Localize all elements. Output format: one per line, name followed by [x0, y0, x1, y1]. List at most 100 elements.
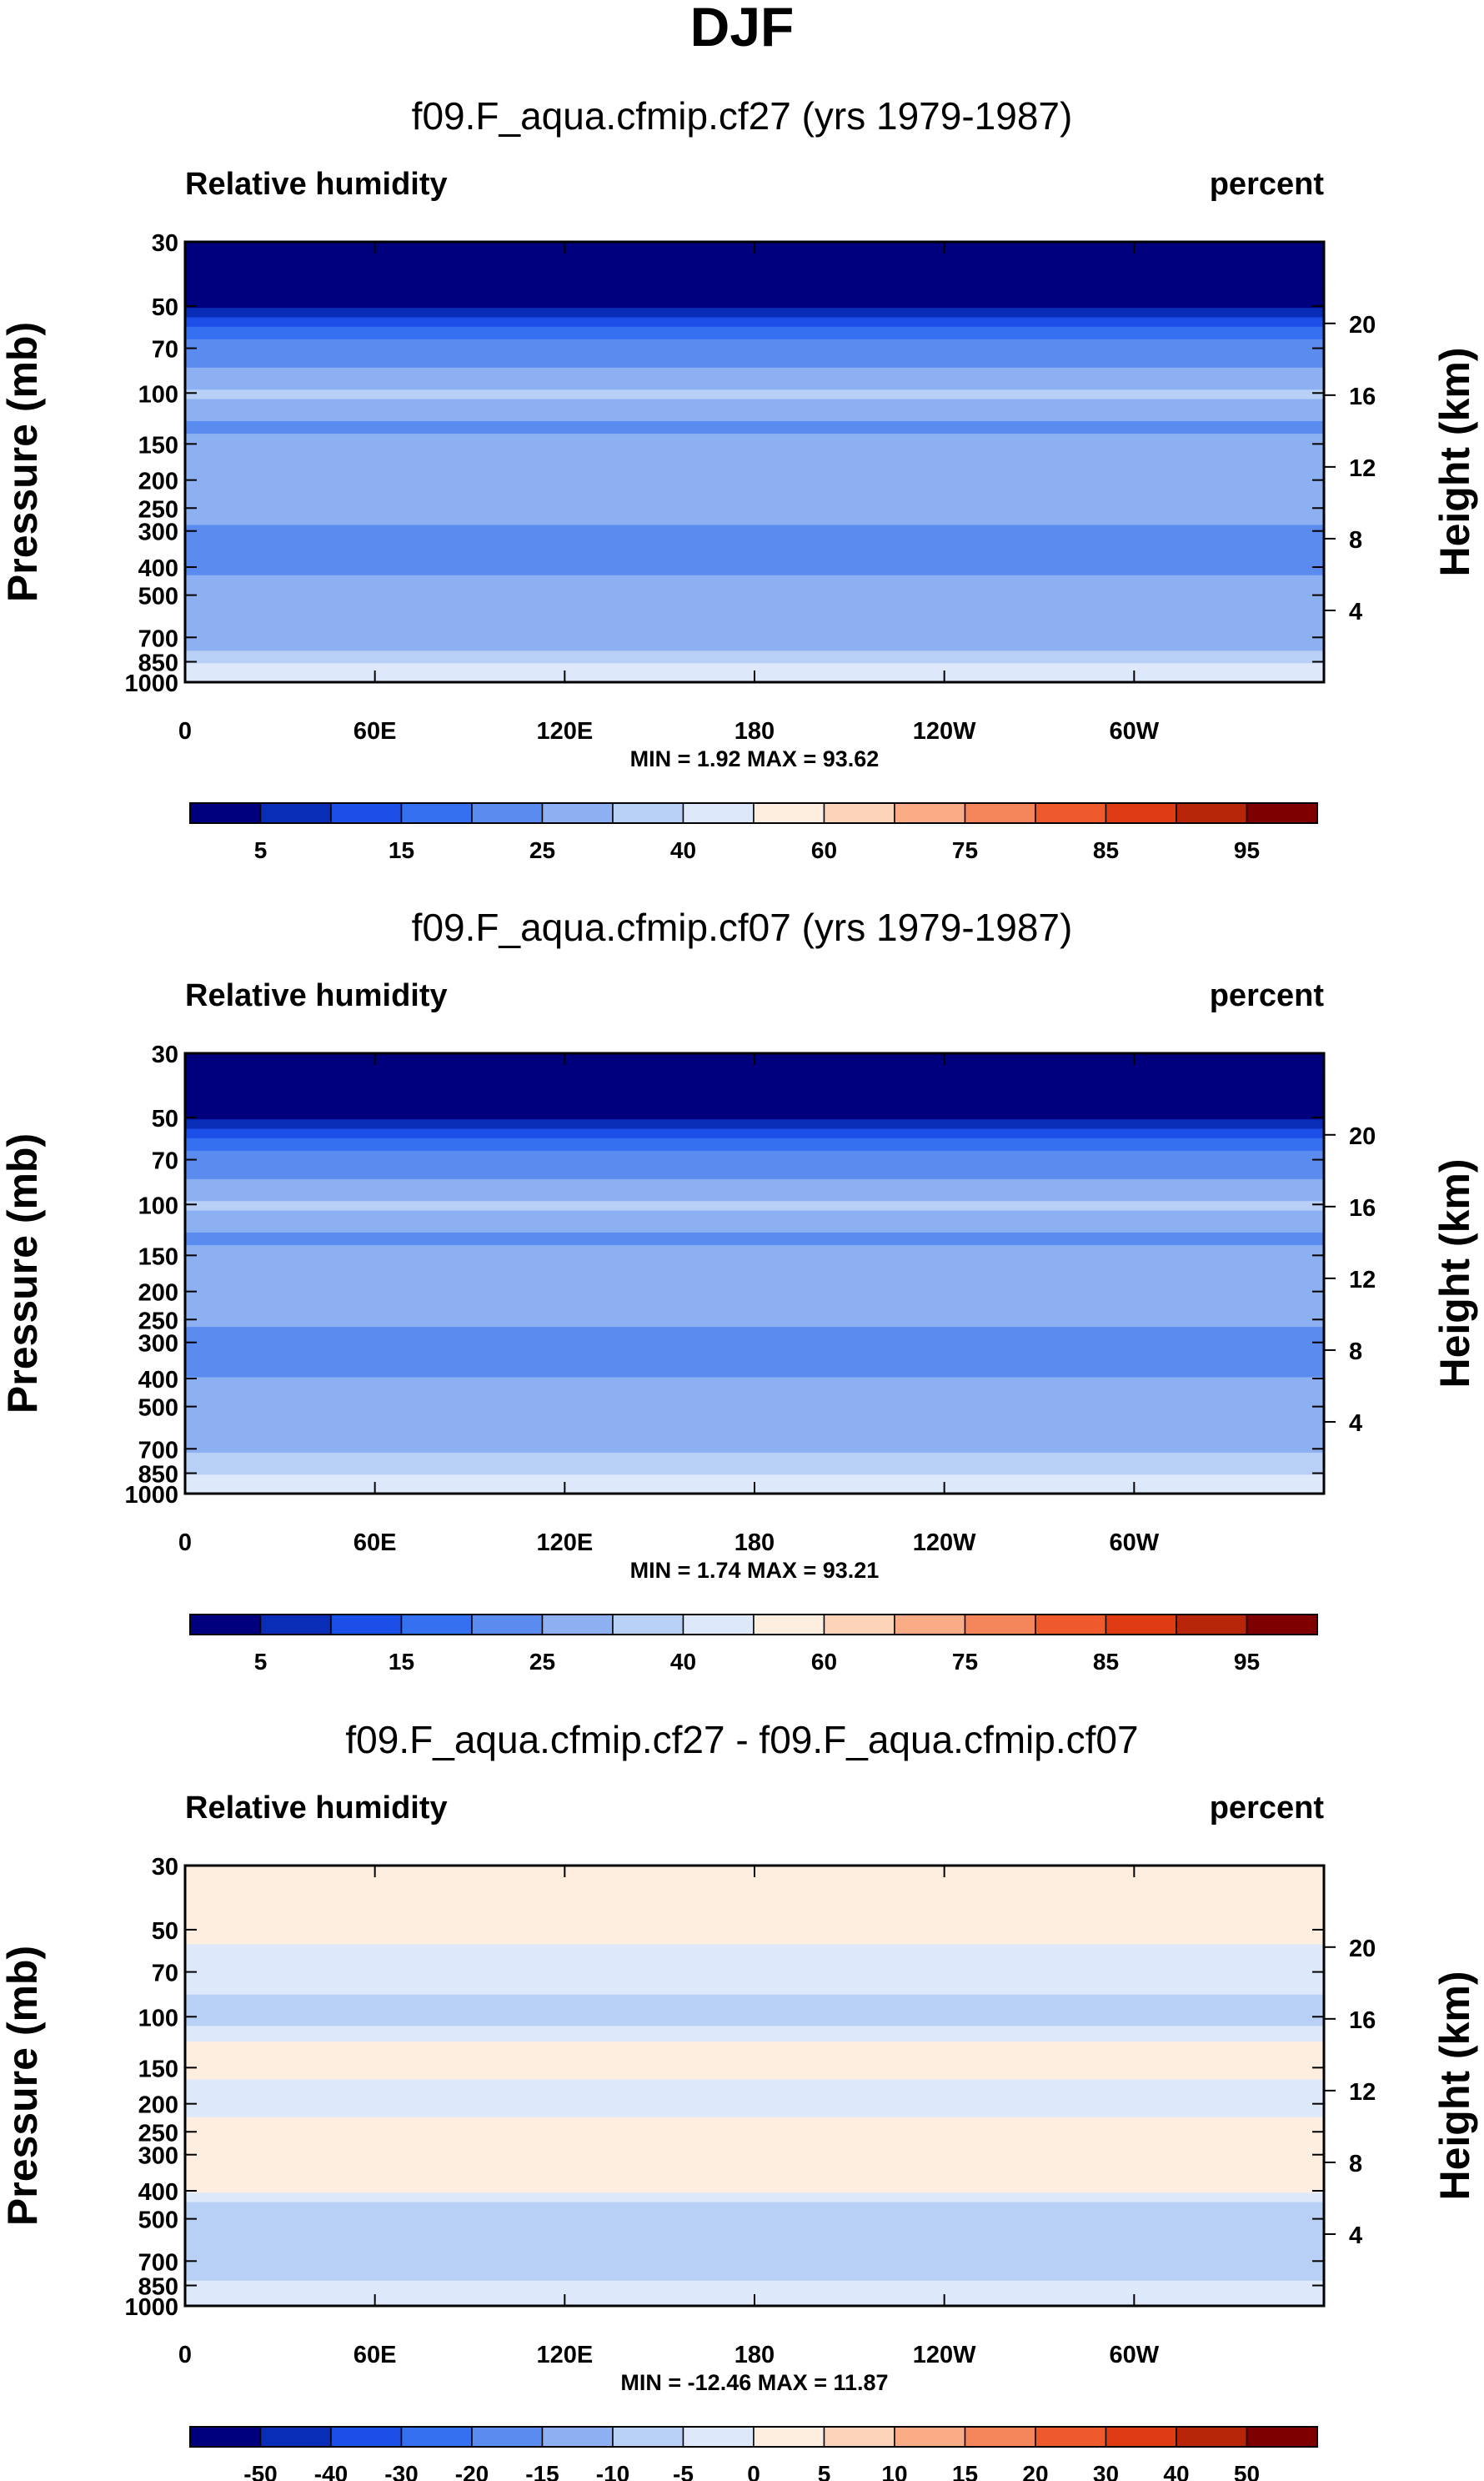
- field-band: [185, 2280, 1324, 2285]
- field-band: [185, 615, 1324, 620]
- field-band: [185, 393, 1324, 397]
- field-band: [185, 2139, 1324, 2143]
- field-band: [185, 1235, 1324, 1240]
- field-band: [185, 370, 1324, 374]
- field-band: [185, 1198, 1324, 1202]
- field-band: [185, 434, 1324, 438]
- field-band: [185, 1157, 1324, 1161]
- field-band: [185, 1414, 1324, 1419]
- field-band: [185, 1474, 1324, 1479]
- field-band: [185, 1229, 1324, 1233]
- field-band: [185, 1100, 1324, 1104]
- field-band: [185, 2092, 1324, 2096]
- colorbar-tick-label: 5: [254, 837, 268, 863]
- colorbar-tick-label: 5: [818, 2461, 831, 2481]
- field-band: [185, 276, 1324, 280]
- pressure-tick-label: 70: [152, 337, 178, 364]
- field-band: [185, 565, 1324, 570]
- field-band: [185, 317, 1324, 321]
- field-band: [185, 446, 1324, 450]
- colorbar-swatch: [753, 1614, 825, 1635]
- colorbar-swatch: [964, 1614, 1036, 1635]
- field-band: [185, 1452, 1324, 1457]
- field-band: [185, 2208, 1324, 2212]
- field-band: [185, 1292, 1324, 1296]
- field-band: [185, 427, 1324, 431]
- field-band: [185, 254, 1324, 259]
- field-band: [185, 2082, 1324, 2087]
- lon-tick-label: 60W: [1110, 718, 1160, 745]
- field-band: [185, 452, 1324, 457]
- field-band: [185, 352, 1324, 356]
- field-band: [185, 1258, 1324, 1262]
- field-band: [185, 2079, 1324, 2083]
- field-band: [185, 326, 1324, 331]
- field-band: [185, 1934, 1324, 1939]
- field-band: [185, 1320, 1324, 1324]
- field-band: [185, 1298, 1324, 1303]
- field-band: [185, 2268, 1324, 2273]
- field-band: [185, 2070, 1324, 2074]
- field-band: [185, 2154, 1324, 2159]
- field-band: [185, 1210, 1324, 1214]
- field-band: [185, 1891, 1324, 1895]
- field-band: [185, 1066, 1324, 1070]
- field-band: [185, 546, 1324, 551]
- field-band: [185, 333, 1324, 337]
- field-band: [185, 1308, 1324, 1312]
- field-band: [185, 493, 1324, 498]
- colorbar-tick-label: 50: [1234, 2461, 1260, 2481]
- pressure-tick-label: 70: [152, 1148, 178, 1175]
- field-band: [185, 622, 1324, 626]
- field-bands: [185, 1866, 1324, 2307]
- colorbar-swatch: [1035, 1614, 1107, 1635]
- height-tick-label: 12: [1349, 455, 1376, 482]
- field-band: [185, 1348, 1324, 1353]
- field-band: [185, 2233, 1324, 2237]
- panel-2: f09.F_aqua.cfmip.cf07 (yrs 1979-1987) Rel…: [0, 906, 1478, 1675]
- colorbar-swatch: [541, 802, 614, 824]
- pressure-tick-label: 200: [138, 1280, 178, 1307]
- field-band: [185, 1399, 1324, 1404]
- field-band: [185, 530, 1324, 535]
- colorbar-tick-label: 15: [389, 837, 414, 863]
- panel-3: f09.F_aqua.cfmip.cf27 - f09.F_aqua.cfmip…: [0, 1718, 1478, 2481]
- field-band: [185, 1304, 1324, 1309]
- field-band: [185, 1329, 1324, 1334]
- field-band: [185, 2067, 1324, 2071]
- height-tick-label: 16: [1349, 2007, 1376, 2034]
- colorbar-tick-label: -10: [596, 2461, 629, 2481]
- field-band: [185, 1333, 1324, 1338]
- height-tick-label: 8: [1349, 2151, 1362, 2177]
- field-band: [185, 2290, 1324, 2294]
- field-band: [185, 562, 1324, 567]
- field-band: [185, 1380, 1324, 1384]
- colorbar-swatch: [964, 2426, 1036, 2448]
- field-band: [185, 2196, 1324, 2200]
- field-band: [185, 345, 1324, 349]
- field-band: [185, 1279, 1324, 1283]
- pressure-tick-label: 700: [138, 625, 178, 652]
- colorbar-tick-label: 60: [811, 837, 837, 863]
- field-band: [185, 1270, 1324, 1274]
- lon-tick-label: 120E: [536, 2342, 593, 2368]
- field-band: [185, 1396, 1324, 1400]
- field-band: [185, 1909, 1324, 1914]
- field-band: [185, 418, 1324, 422]
- pressure-tick-label: 200: [138, 469, 178, 495]
- field-band: [185, 2161, 1324, 2165]
- colorbar: 5 15 25 40 60 75 85 95: [189, 1614, 1318, 1675]
- colorbar-swatch: [1105, 2426, 1177, 2448]
- field-band: [185, 1377, 1324, 1381]
- field-band: [185, 597, 1324, 601]
- field-band: [185, 462, 1324, 466]
- field-band: [185, 459, 1324, 463]
- field-band: [185, 2123, 1324, 2127]
- field-band: [185, 1194, 1324, 1199]
- field-band: [185, 1881, 1324, 1886]
- field-band: [185, 1950, 1324, 1955]
- field-band: [185, 1459, 1324, 1463]
- field-band: [185, 2142, 1324, 2147]
- field-band: [185, 1919, 1324, 1923]
- field-band: [185, 1169, 1324, 1173]
